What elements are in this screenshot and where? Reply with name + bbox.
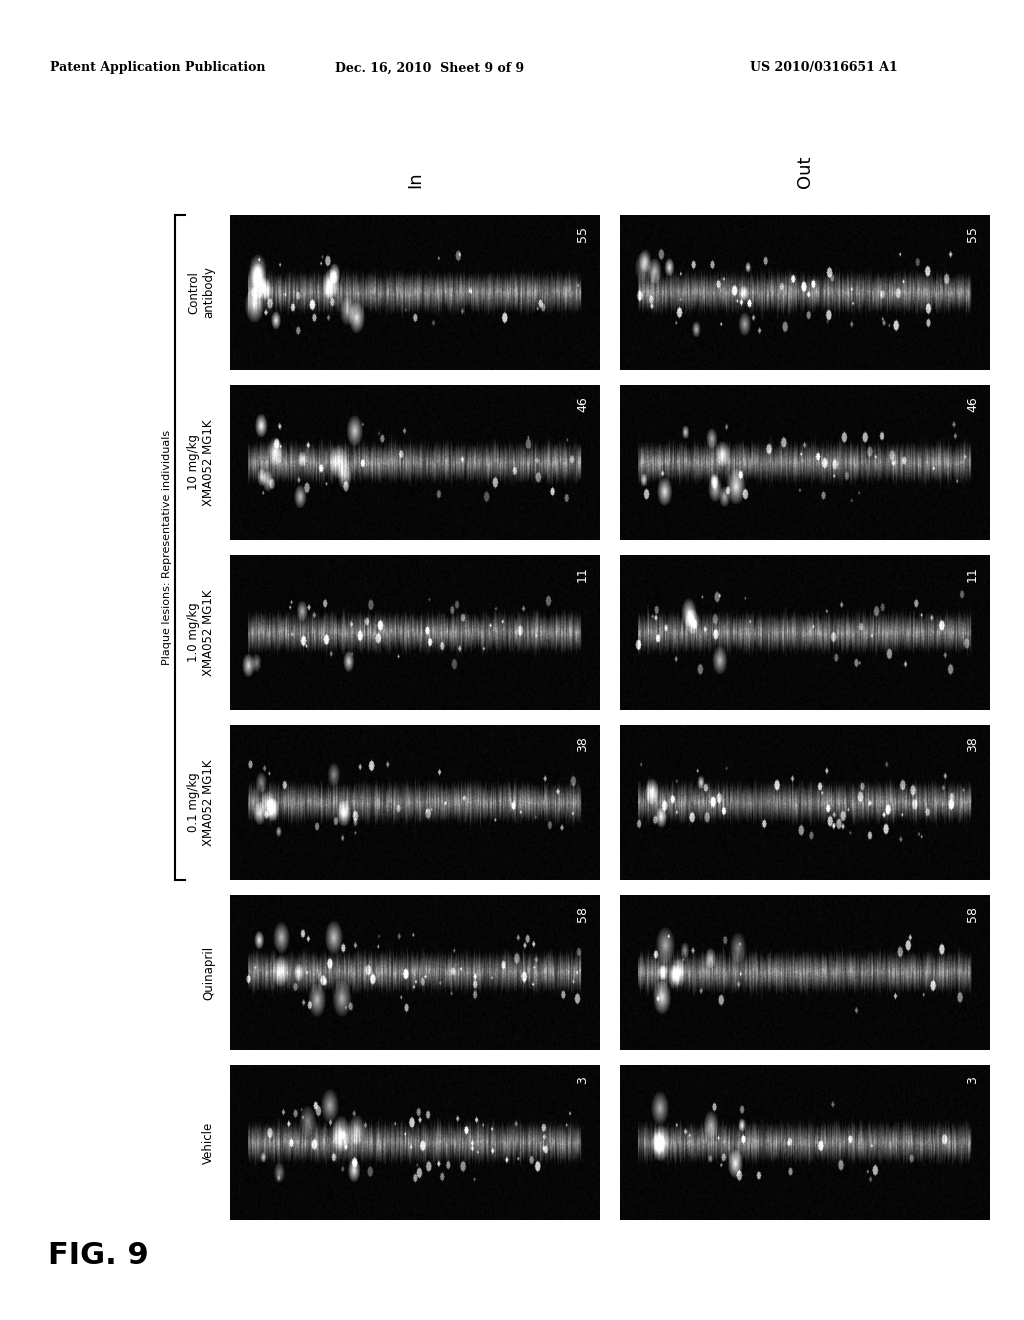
- Text: 55: 55: [575, 226, 589, 242]
- Text: Control
antibody: Control antibody: [187, 267, 215, 318]
- Text: 11: 11: [966, 566, 979, 582]
- Text: 58: 58: [575, 906, 589, 921]
- Text: 46: 46: [575, 396, 589, 412]
- Text: 11: 11: [575, 566, 589, 582]
- Text: 3: 3: [575, 1076, 589, 1084]
- Text: 38: 38: [966, 735, 979, 751]
- Text: 58: 58: [966, 906, 979, 921]
- Text: 3: 3: [966, 1076, 979, 1084]
- Text: 55: 55: [966, 226, 979, 242]
- Text: FIG. 9: FIG. 9: [48, 1241, 148, 1270]
- Text: Quinapril: Quinapril: [202, 945, 215, 999]
- Text: In: In: [406, 172, 424, 187]
- Text: 38: 38: [575, 735, 589, 751]
- Text: 10 mg/kg
XMA052 MG1K: 10 mg/kg XMA052 MG1K: [187, 420, 215, 506]
- Text: Plaque lesions: Representative individuals: Plaque lesions: Representative individua…: [162, 430, 172, 665]
- Text: Vehicle: Vehicle: [202, 1122, 215, 1164]
- Text: Dec. 16, 2010  Sheet 9 of 9: Dec. 16, 2010 Sheet 9 of 9: [336, 62, 524, 74]
- Text: US 2010/0316651 A1: US 2010/0316651 A1: [750, 62, 898, 74]
- Text: 0.1 mg/kg
XMA052 MG1K: 0.1 mg/kg XMA052 MG1K: [187, 759, 215, 846]
- Text: Patent Application Publication: Patent Application Publication: [50, 62, 265, 74]
- Text: 1.0 mg/kg
XMA052 MG1K: 1.0 mg/kg XMA052 MG1K: [187, 589, 215, 676]
- Text: Out: Out: [796, 156, 814, 187]
- Text: 46: 46: [966, 396, 979, 412]
